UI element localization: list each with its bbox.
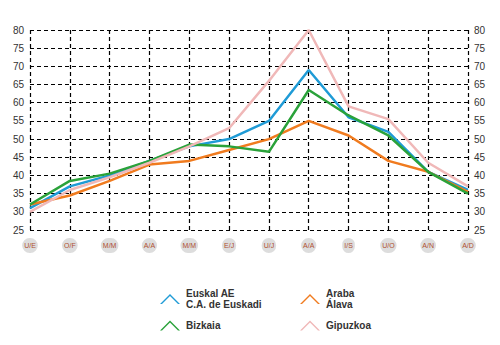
svg-text:35: 35 — [474, 188, 486, 199]
svg-text:75: 75 — [13, 43, 25, 54]
svg-text:2005: 2005 — [9, 8, 32, 19]
svg-text:C.A. de Euskadi: C.A. de Euskadi — [186, 299, 262, 310]
svg-text:40: 40 — [474, 170, 486, 181]
svg-text:45: 45 — [13, 152, 25, 163]
svg-text:U/J: U/J — [264, 242, 275, 249]
svg-text:E/J: E/J — [224, 242, 234, 249]
svg-text:40: 40 — [13, 170, 25, 181]
svg-text:60: 60 — [474, 97, 486, 108]
svg-text:M/M: M/M — [182, 242, 196, 249]
svg-text:A/A: A/A — [303, 242, 315, 249]
svg-text:O/F: O/F — [64, 242, 76, 249]
svg-text:35: 35 — [13, 188, 25, 199]
svg-text:Bizkaia: Bizkaia — [186, 320, 221, 331]
svg-text:65: 65 — [13, 79, 25, 90]
svg-text:60: 60 — [13, 97, 25, 108]
svg-text:70: 70 — [474, 61, 486, 72]
svg-text:25: 25 — [13, 225, 25, 236]
svg-text:65: 65 — [474, 79, 486, 90]
svg-text:Euskal AE: Euskal AE — [186, 288, 235, 299]
svg-text:M/M: M/M — [103, 242, 117, 249]
svg-text:25: 25 — [474, 225, 486, 236]
svg-text:U/E: U/E — [24, 242, 36, 249]
svg-text:45: 45 — [474, 152, 486, 163]
svg-text:55: 55 — [13, 115, 25, 126]
svg-text:A/N: A/N — [422, 242, 434, 249]
svg-text:U/O: U/O — [382, 242, 395, 249]
svg-text:30: 30 — [474, 206, 486, 217]
svg-text:80: 80 — [13, 25, 25, 36]
svg-text:80: 80 — [474, 25, 486, 36]
svg-text:70: 70 — [13, 61, 25, 72]
svg-text:50: 50 — [13, 134, 25, 145]
svg-text:50: 50 — [474, 134, 486, 145]
svg-text:A/D: A/D — [462, 242, 474, 249]
svg-text:30: 30 — [13, 206, 25, 217]
svg-text:Gipuzkoa: Gipuzkoa — [326, 320, 371, 331]
svg-text:Araba: Araba — [326, 288, 355, 299]
svg-text:I/S: I/S — [344, 242, 353, 249]
svg-text:A/A: A/A — [144, 242, 156, 249]
svg-text:Álava: Álava — [326, 298, 353, 310]
svg-text:75: 75 — [474, 43, 486, 54]
svg-text:55: 55 — [474, 115, 486, 126]
